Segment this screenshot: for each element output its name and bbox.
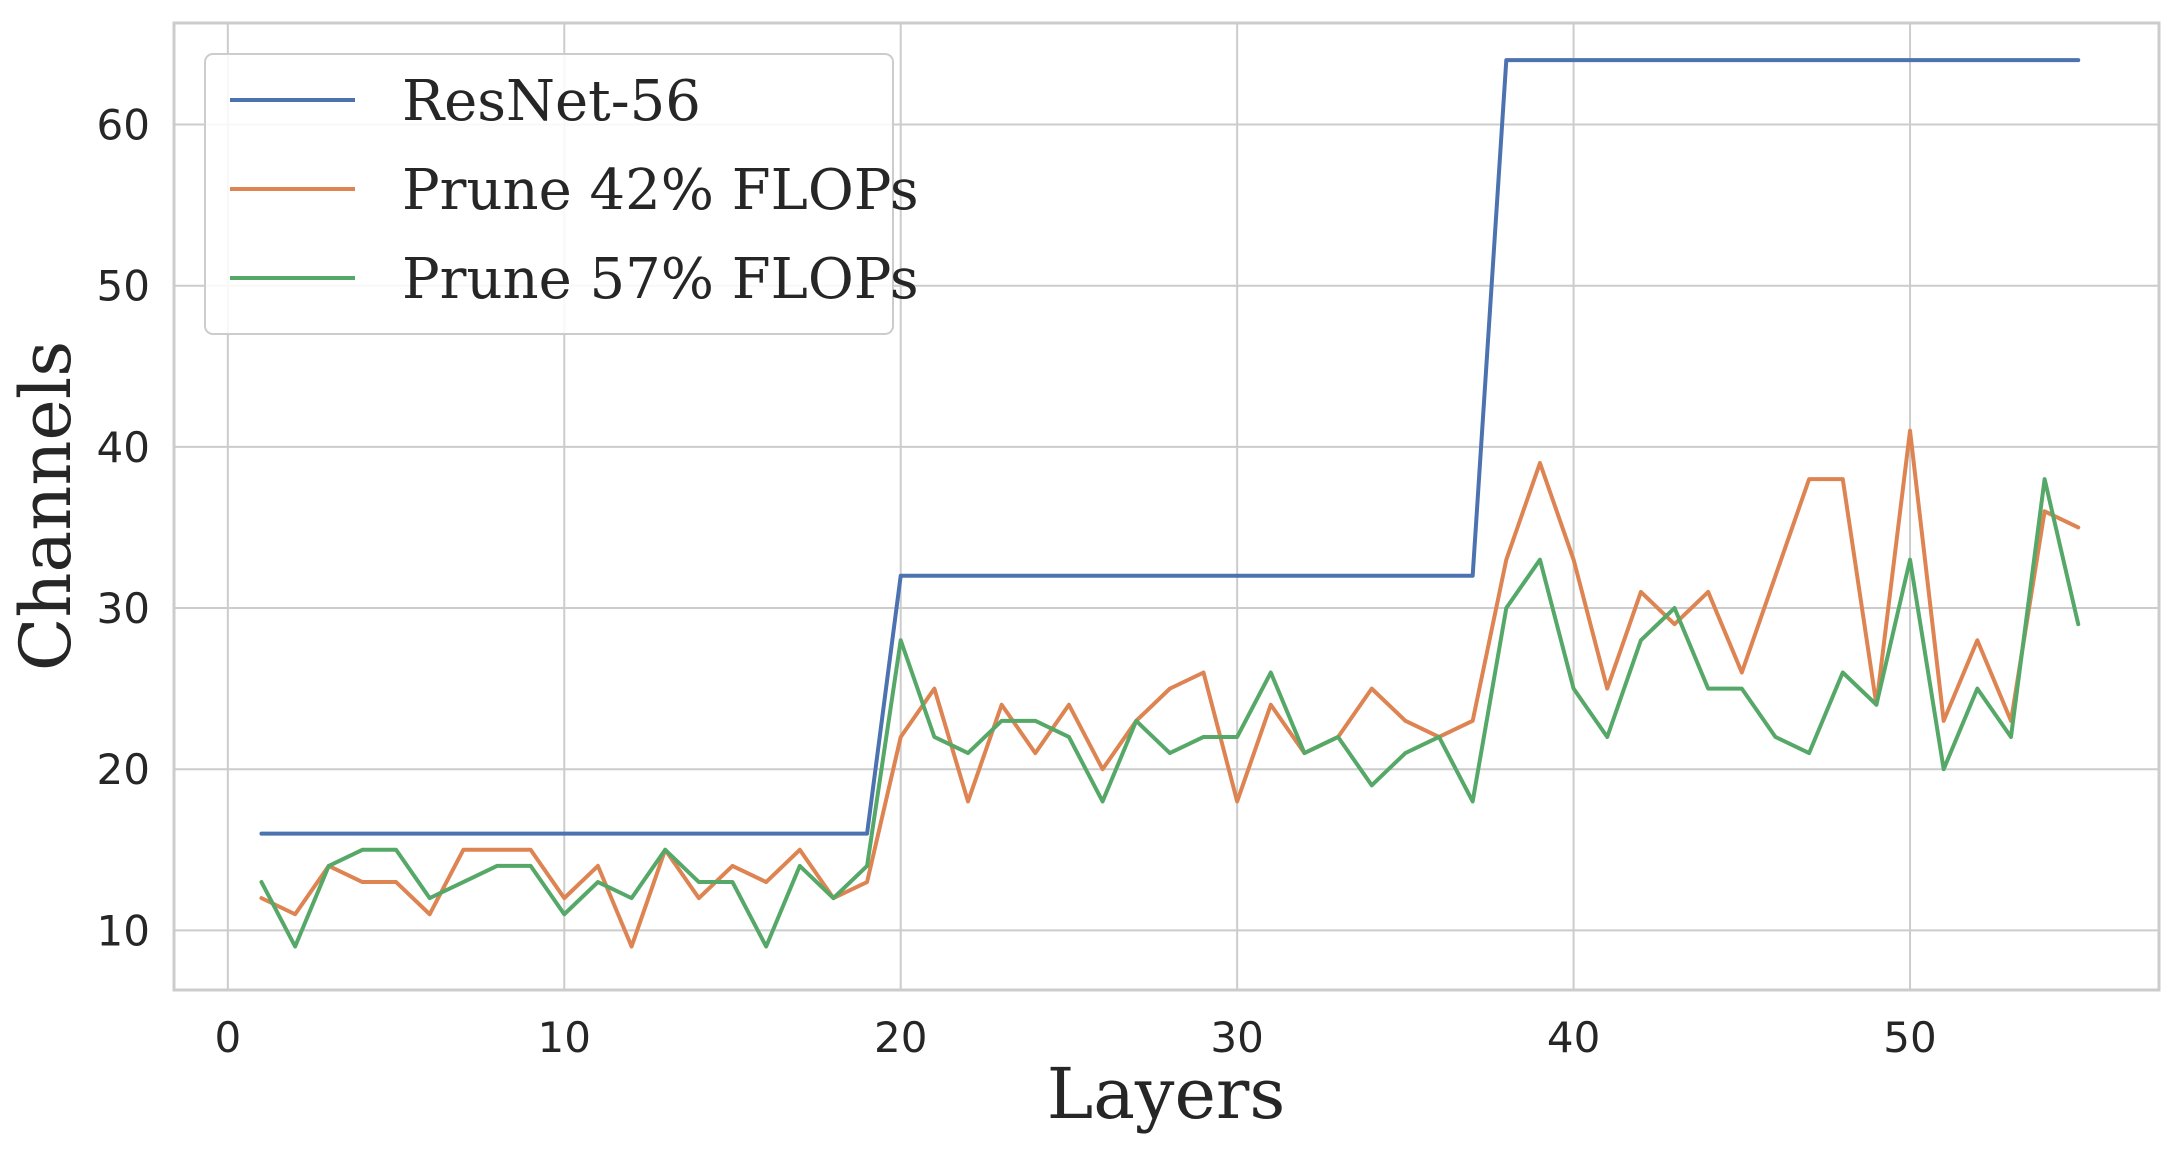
y-tick-label: 50 [97, 262, 150, 311]
y-tick-labels: 10 20 30 40 50 60 [97, 101, 150, 956]
x-tick-label: 0 [214, 1013, 241, 1062]
y-tick-label: 10 [97, 906, 150, 955]
y-axis-title: Channels [5, 341, 87, 671]
x-tick-label: 30 [1210, 1013, 1263, 1062]
legend-box [204, 53, 894, 335]
x-tick-label: 10 [538, 1013, 591, 1062]
series-line-1 [259, 428, 2081, 949]
plot-frame [172, 21, 2161, 992]
y-tick-label: 20 [97, 745, 150, 794]
y-tick-label: 40 [97, 423, 150, 472]
series-lines [259, 58, 2081, 949]
x-tick-label: 20 [874, 1013, 927, 1062]
legend: ResNet-56 Prune 42% FLOPs Prune 57% FLOP… [204, 53, 919, 335]
legend-label-prune-57: Prune 57% FLOPs [402, 247, 919, 312]
y-tick-label: 30 [97, 584, 150, 633]
series-line-0 [259, 58, 2081, 836]
legend-label-prune-42: Prune 42% FLOPs [402, 158, 919, 223]
x-tick-label: 40 [1547, 1013, 1600, 1062]
x-tick-labels: 0 10 20 30 40 50 [214, 1013, 1936, 1062]
x-tick-label: 50 [1883, 1013, 1936, 1062]
series-line-2 [259, 477, 2081, 949]
legend-label-resnet-56: ResNet-56 [402, 69, 701, 134]
y-tick-label: 60 [97, 101, 150, 150]
x-axis-title: Layers [1047, 1053, 1286, 1135]
